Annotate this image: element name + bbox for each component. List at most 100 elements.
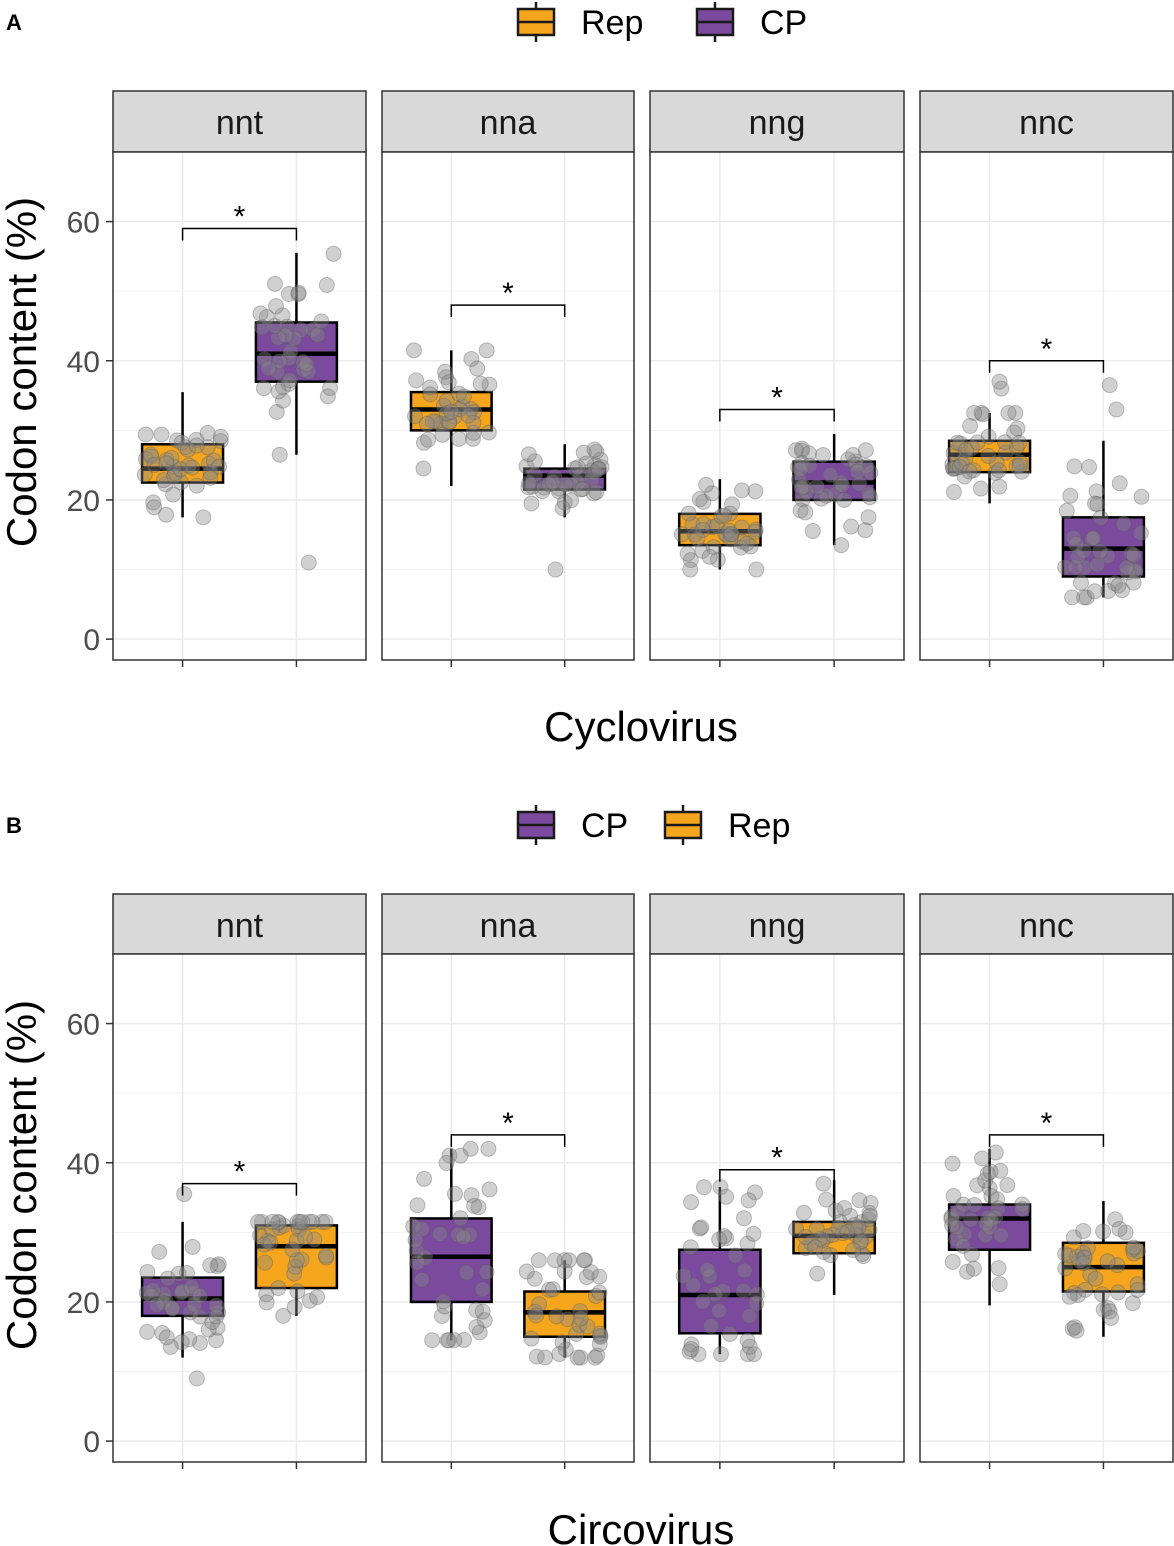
- data-point: [583, 462, 600, 479]
- data-point: [1064, 589, 1081, 606]
- data-point: [250, 1213, 267, 1230]
- data-point: [257, 1254, 274, 1271]
- data-point: [990, 462, 1007, 479]
- facet-background: [113, 954, 366, 1462]
- data-point: [682, 1239, 699, 1256]
- data-point: [981, 1219, 998, 1236]
- data-point: [415, 460, 432, 477]
- data-point: [589, 1347, 606, 1364]
- data-point: [289, 1283, 306, 1300]
- data-point: [319, 388, 336, 405]
- legend-label-cp: CP: [760, 4, 807, 42]
- data-point: [409, 1254, 426, 1271]
- data-point: [173, 1334, 190, 1351]
- data-point: [846, 1216, 863, 1233]
- data-point: [582, 1264, 599, 1281]
- data-point: [847, 1220, 864, 1237]
- data-point: [804, 523, 821, 540]
- data-point: [271, 1219, 288, 1236]
- data-point: [560, 1252, 577, 1269]
- data-point: [1092, 509, 1109, 526]
- data-point: [682, 561, 699, 578]
- data-point: [857, 442, 874, 459]
- data-point: [851, 475, 868, 492]
- data-point: [824, 1226, 841, 1243]
- data-point: [790, 458, 807, 475]
- data-point: [952, 435, 969, 452]
- data-point: [266, 275, 283, 292]
- data-point: [480, 1140, 497, 1157]
- data-point: [462, 401, 479, 418]
- bracket-line: [988, 360, 1105, 373]
- data-point: [675, 1267, 692, 1284]
- data-point: [590, 460, 607, 477]
- data-point: [808, 478, 825, 495]
- data-point: [1133, 488, 1150, 505]
- data-point: [1095, 1301, 1112, 1318]
- data-point: [1099, 1253, 1116, 1270]
- data-point: [275, 1217, 292, 1234]
- data-point: [683, 1340, 700, 1357]
- data-point: [830, 1219, 847, 1236]
- data-point: [1069, 548, 1086, 565]
- data-point: [1075, 542, 1092, 559]
- data-point: [301, 1292, 318, 1309]
- data-point: [255, 380, 272, 397]
- data-point: [822, 1247, 839, 1264]
- data-point: [317, 1247, 334, 1264]
- facet-nnc: nnc *: [919, 893, 1174, 1469]
- data-point: [815, 1243, 832, 1260]
- data-point: [424, 413, 441, 430]
- data-point: [689, 530, 706, 547]
- data-point: [982, 1211, 999, 1228]
- legend-item-cp: CP: [516, 805, 628, 845]
- data-point: [159, 1270, 176, 1287]
- data-point: [1126, 561, 1143, 578]
- facet-nnt: nnt *: [112, 90, 367, 667]
- data-point: [284, 1241, 301, 1258]
- data-point: [591, 1284, 608, 1301]
- data-point: [202, 469, 219, 486]
- data-point: [740, 1192, 757, 1209]
- data-point: [690, 1346, 707, 1363]
- data-point: [1129, 1281, 1146, 1298]
- data-point: [325, 245, 342, 262]
- data-point: [481, 376, 498, 393]
- data-point: [464, 430, 481, 447]
- data-point: [723, 526, 740, 543]
- data-point: [973, 404, 990, 421]
- data-point: [528, 1307, 545, 1324]
- box-cp: [787, 433, 879, 554]
- data-point: [1107, 1211, 1124, 1228]
- data-point: [137, 426, 154, 443]
- data-point: [154, 1325, 171, 1342]
- data-point: [180, 457, 197, 474]
- facet-strip: [919, 90, 1174, 153]
- facet-strip: [649, 893, 905, 955]
- data-point: [681, 1343, 698, 1360]
- data-point: [747, 523, 764, 540]
- data-point: [1000, 404, 1017, 421]
- data-point: [274, 307, 291, 324]
- data-point: [301, 1213, 318, 1230]
- data-point: [452, 1147, 469, 1164]
- data-point: [684, 516, 701, 533]
- data-point: [836, 1200, 853, 1217]
- data-point: [852, 1234, 869, 1251]
- box-cp: [943, 1144, 1032, 1306]
- data-point: [944, 460, 961, 477]
- data-point: [735, 1282, 752, 1299]
- data-point: [209, 1258, 226, 1275]
- data-point: [691, 491, 708, 508]
- data-point: [722, 531, 739, 548]
- data-point: [999, 1177, 1016, 1194]
- data-point: [592, 1328, 609, 1345]
- data-point: [847, 453, 864, 470]
- data-point: [1132, 524, 1149, 541]
- data-point: [847, 1226, 864, 1243]
- data-point: [795, 478, 812, 495]
- data-point: [591, 1336, 608, 1353]
- data-point: [440, 1332, 457, 1349]
- data-point: [174, 1283, 191, 1300]
- data-point: [748, 561, 765, 578]
